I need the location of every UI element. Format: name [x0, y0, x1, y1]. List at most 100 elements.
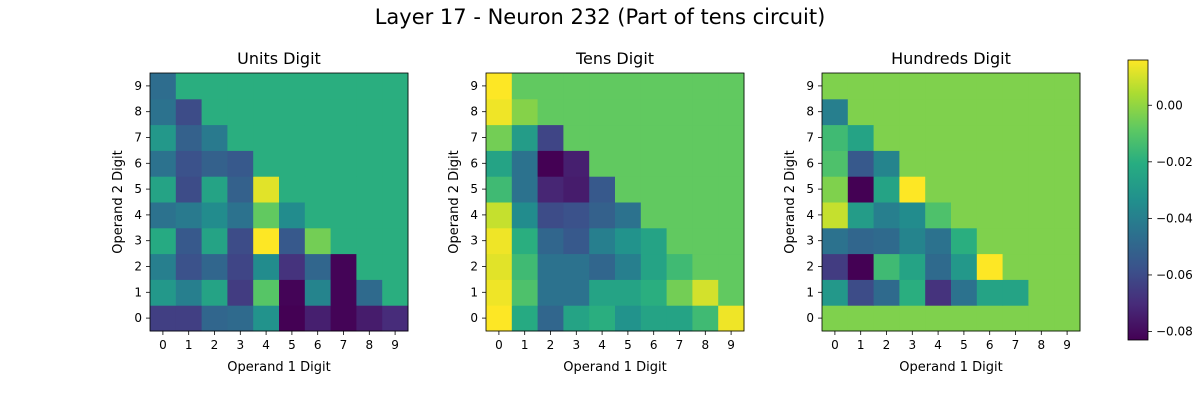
heatmap-cell	[951, 305, 978, 332]
heatmap-cell	[304, 253, 332, 280]
heatmap-cell	[227, 98, 254, 126]
heatmap-cell	[873, 124, 900, 151]
heatmap-cell	[925, 98, 952, 126]
heatmap-cell	[925, 176, 952, 203]
y-tick-label: 8	[470, 105, 478, 119]
x-tick-label: 7	[340, 338, 348, 352]
y-tick-label: 9	[134, 79, 142, 93]
heatmap-cell	[873, 279, 900, 306]
heatmap-cell	[486, 253, 513, 280]
x-tick-label: 0	[159, 338, 167, 352]
heatmap-cell	[589, 279, 616, 306]
plot-frame	[485, 72, 745, 332]
heatmap-cell	[563, 227, 590, 255]
heatmap-cell	[537, 124, 564, 151]
heatmap-cell	[330, 253, 357, 280]
heatmap-cell	[486, 124, 513, 151]
heatmap-cell	[537, 227, 564, 255]
heatmap-cell	[847, 176, 875, 203]
heatmap-cell	[253, 150, 280, 177]
heatmap-cell	[563, 150, 590, 177]
heatmap-cell	[666, 124, 693, 151]
x-tick-label: 4	[934, 338, 942, 352]
heatmap-cell	[589, 98, 616, 126]
heatmap-cell	[201, 150, 228, 177]
heatmap-cell	[640, 202, 668, 229]
y-tick-label: 0	[806, 311, 814, 325]
heatmap-cell	[330, 279, 357, 306]
heatmap-cell	[150, 150, 177, 177]
heatmap-cell	[382, 124, 409, 151]
heatmap-cell	[330, 227, 357, 255]
heatmap-cell	[1054, 279, 1081, 306]
colorbar-tick-label: −0.04	[1156, 211, 1193, 225]
y-tick-label: 3	[134, 234, 142, 248]
heatmap-cell	[847, 305, 875, 332]
heatmap-cell	[175, 98, 203, 126]
heatmap-cell	[253, 227, 280, 255]
y-tick-label: 1	[134, 285, 142, 299]
heatmap-cell	[150, 253, 177, 280]
y-tick-label: 1	[470, 285, 478, 299]
heatmap-cell	[537, 305, 564, 332]
heatmap-cell	[615, 305, 642, 332]
heatmap-cell	[692, 227, 719, 255]
heatmap-cell	[227, 253, 254, 280]
y-tick-label: 6	[806, 156, 814, 170]
heatmap-cell	[976, 305, 1004, 332]
heatmap-cell	[692, 305, 719, 332]
heatmap-cell	[589, 202, 616, 229]
heatmap-cell	[951, 73, 978, 100]
heatmap-cell	[666, 150, 693, 177]
heatmap-cell	[692, 253, 719, 280]
heatmap-cell	[330, 176, 357, 203]
y-tick-label: 5	[806, 182, 814, 196]
heatmap-cell	[486, 73, 513, 100]
heatmap-cell	[847, 253, 875, 280]
heatmap-cell	[486, 305, 513, 332]
heatmap-cell	[1002, 124, 1029, 151]
heatmap-cell	[201, 176, 228, 203]
heatmap-cell	[201, 98, 228, 126]
heatmap-cell	[175, 305, 203, 332]
panel-title-tens: Tens Digit	[575, 49, 654, 68]
x-tick-label: 5	[288, 338, 296, 352]
heatmap-cell	[253, 305, 280, 332]
heatmap-cell	[382, 253, 409, 280]
heatmap-cell	[356, 279, 383, 306]
heatmap-cell	[899, 176, 926, 203]
heatmap-cell	[951, 253, 978, 280]
x-tick-label: 8	[1037, 338, 1045, 352]
y-tick-label: 6	[470, 156, 478, 170]
heatmap-cell	[615, 176, 642, 203]
heatmap-cell	[537, 73, 564, 100]
heatmap-cell	[951, 176, 978, 203]
heatmap-cell	[615, 98, 642, 126]
heatmap-cell	[279, 227, 306, 255]
heatmap-cell	[304, 227, 332, 255]
heatmap-cell	[589, 253, 616, 280]
heatmap-cell	[304, 202, 332, 229]
heatmap-cell	[537, 253, 564, 280]
x-tick-label: 4	[262, 338, 270, 352]
y-tick-label: 1	[806, 285, 814, 299]
heatmap-cell	[1002, 98, 1029, 126]
heatmap-cell	[537, 98, 564, 126]
heatmap-cell	[640, 98, 668, 126]
heatmap-cell	[976, 202, 1004, 229]
x-tick-label: 0	[495, 338, 503, 352]
heatmap-cell	[822, 202, 849, 229]
heatmap-cell	[822, 279, 849, 306]
heatmap-cell	[330, 202, 357, 229]
heatmap-cell	[304, 305, 332, 332]
heatmap-cell	[873, 98, 900, 126]
heatmap-cell	[150, 227, 177, 255]
y-tick-label: 7	[134, 131, 142, 145]
x-tick-label: 2	[211, 338, 219, 352]
x-tick-label: 9	[1063, 338, 1071, 352]
heatmap-cell	[356, 73, 383, 100]
heatmap-cell	[227, 176, 254, 203]
heatmap-cell	[899, 150, 926, 177]
heatmap-cell	[201, 73, 228, 100]
heatmap-cell	[692, 279, 719, 306]
